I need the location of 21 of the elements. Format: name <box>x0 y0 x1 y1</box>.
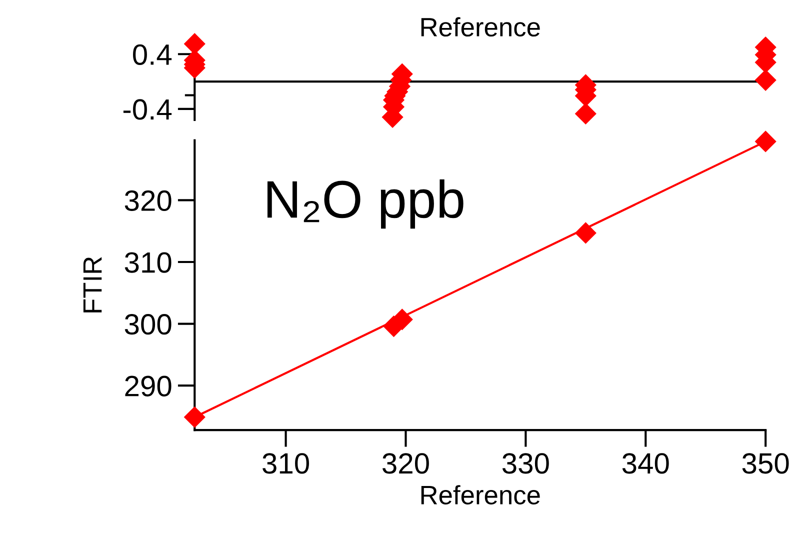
y-tick-label: 320 <box>124 190 172 212</box>
y-tick-label: -0.4 <box>123 99 172 120</box>
x-tick-label: 350 <box>742 453 789 474</box>
x-axis-title: Reference <box>421 17 540 37</box>
point <box>184 406 206 428</box>
x-tick-label: 320 <box>382 453 429 474</box>
point <box>575 222 596 244</box>
y-tick-label: 300 <box>124 314 172 335</box>
x-tick-label: 330 <box>502 453 549 474</box>
point <box>575 103 596 124</box>
point <box>755 130 776 152</box>
x-axis-title: Reference <box>421 485 540 504</box>
y-tick-label: 310 <box>124 252 172 273</box>
y-tick-label: 0.4 <box>133 44 172 65</box>
x-tick-label: 340 <box>622 453 669 474</box>
annotation: N₂O ppb <box>267 179 464 229</box>
y-axis-title: FTIR <box>83 257 102 312</box>
point <box>184 33 206 54</box>
point <box>755 70 776 91</box>
y-tick-label: 290 <box>125 376 172 396</box>
x-tick-label: 310 <box>262 453 309 474</box>
